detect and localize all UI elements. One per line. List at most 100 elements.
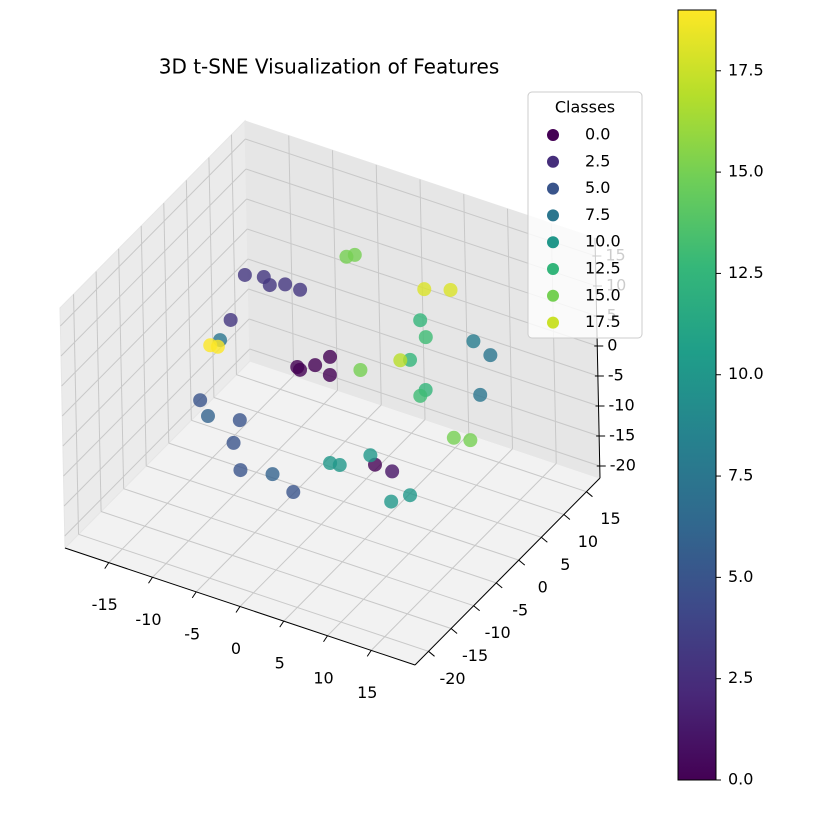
z-tick-label: 0 — [607, 336, 617, 355]
data-point — [223, 312, 238, 327]
tick-mark — [586, 491, 593, 498]
x-tick-label: -5 — [184, 624, 200, 643]
grid-line — [248, 288, 599, 407]
y-tick-label: -15 — [462, 646, 488, 665]
x-axis — [64, 547, 416, 666]
colorbar-tick-label: 2.5 — [728, 668, 753, 687]
grid-line — [213, 397, 565, 515]
legend-marker — [547, 129, 559, 141]
chart-title: 3D t-SNE Visualization of Features — [159, 55, 500, 79]
data-point — [353, 363, 368, 378]
legend-label: 5.0 — [585, 178, 610, 197]
legend-label: 2.5 — [585, 151, 610, 170]
x-tick-label: 5 — [275, 654, 285, 673]
grid-line — [239, 419, 426, 607]
tick-mark — [541, 536, 548, 543]
grid-line — [60, 168, 247, 357]
colorbar-tick-label: 15.0 — [728, 162, 764, 181]
y-tick-label: -10 — [485, 623, 511, 642]
data-point — [413, 388, 428, 403]
grid-line — [195, 404, 382, 593]
data-point — [384, 494, 399, 509]
legend-title: Classes — [555, 98, 615, 117]
tick-mark — [279, 620, 285, 628]
x-tick-label: 15 — [357, 683, 377, 702]
tick-mark — [428, 650, 435, 657]
data-point — [413, 313, 428, 328]
grid-line — [185, 180, 192, 421]
colorbar-tick-label: 12.5 — [728, 263, 764, 282]
grid-line — [332, 150, 338, 391]
data-point — [473, 387, 488, 402]
grid-line — [163, 203, 170, 444]
data-point — [446, 430, 461, 445]
y-tick-label: 10 — [578, 532, 598, 551]
tick-mark — [495, 582, 503, 589]
data-point — [232, 413, 247, 428]
tick-mark — [563, 514, 571, 520]
grid-line — [507, 208, 513, 449]
grid-line — [230, 134, 237, 375]
data-point — [323, 456, 338, 471]
y-axis — [414, 477, 601, 666]
legend-marker — [547, 236, 559, 249]
grid-line — [64, 348, 251, 537]
tick-mark — [191, 591, 197, 599]
legend-marker — [547, 182, 559, 195]
data-point — [322, 367, 337, 382]
y-tick-label: 5 — [560, 555, 570, 574]
grid-line — [208, 157, 215, 398]
grid-line — [327, 448, 513, 637]
z-tick-label: -20 — [610, 456, 636, 475]
data-point — [293, 282, 308, 297]
tick-mark — [323, 635, 328, 643]
grid-line — [140, 225, 147, 466]
legend-marker — [547, 316, 559, 329]
y-tick-label: 0 — [538, 578, 548, 597]
grid-line — [118, 248, 125, 489]
grid-line — [249, 348, 600, 467]
grid-line — [146, 465, 497, 584]
grid-line — [62, 258, 249, 447]
tick-mark — [450, 628, 458, 634]
z-tick-label: -5 — [608, 366, 624, 385]
data-point — [200, 409, 215, 424]
grid-line — [100, 511, 452, 629]
y-tick-label: 15 — [600, 509, 620, 528]
data-point — [417, 282, 432, 297]
grid-line — [283, 433, 470, 622]
legend-label: 7.5 — [585, 205, 610, 224]
legend-marker — [547, 209, 559, 222]
grid-line — [95, 271, 102, 512]
data-point — [308, 358, 323, 373]
x-tick-label: 10 — [313, 668, 333, 687]
data-point — [393, 353, 408, 368]
legend-label: 17.5 — [585, 312, 621, 331]
data-point — [403, 488, 418, 503]
tick-mark — [235, 606, 241, 613]
grid-line — [370, 463, 557, 651]
grid-line — [463, 194, 470, 435]
data-point — [323, 349, 338, 364]
data-point — [278, 277, 293, 292]
legend-label: 10.0 — [585, 232, 621, 251]
x-tick-label: -10 — [135, 610, 161, 629]
tick-mark — [366, 650, 372, 657]
legend-label: 12.5 — [585, 259, 621, 278]
data-point — [237, 267, 252, 282]
grid-line — [61, 198, 247, 387]
legend-box — [527, 91, 643, 339]
legend-label: 15.0 — [585, 285, 621, 304]
grid-line — [78, 533, 429, 652]
grid-line — [168, 442, 519, 561]
legend-label: 0.0 — [585, 125, 610, 144]
data-point — [233, 463, 248, 478]
tick-mark — [473, 605, 480, 612]
data-point — [256, 270, 271, 285]
data-point — [483, 348, 498, 363]
grid-line — [61, 228, 248, 417]
colorbar-tick-label: 17.5 — [728, 60, 764, 79]
grid-line — [288, 135, 295, 376]
grid-line — [152, 389, 338, 578]
